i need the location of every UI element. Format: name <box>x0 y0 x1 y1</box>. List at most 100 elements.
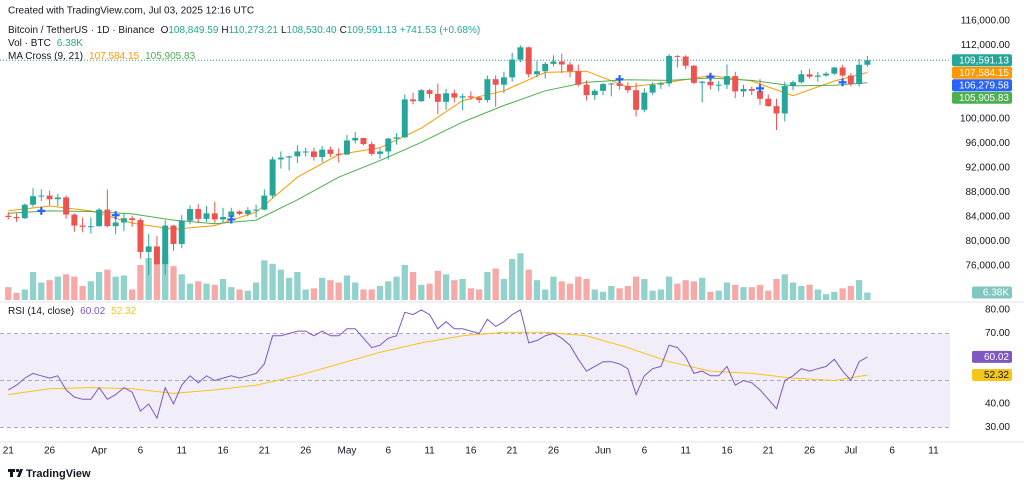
candle-body <box>277 157 284 160</box>
volume-bar <box>756 284 764 300</box>
volume-bar <box>492 268 499 300</box>
candle-body <box>30 196 37 205</box>
volume-bar <box>170 266 177 300</box>
price-badge-label: 109,591.13 <box>959 55 1009 66</box>
ma-cross <box>615 75 624 84</box>
volume-bar <box>831 291 838 300</box>
candle-body <box>96 209 103 227</box>
volume-bar <box>847 285 855 300</box>
volume-bar <box>269 263 276 300</box>
ohlc-letter: C <box>340 25 347 36</box>
volume-bar <box>294 271 301 300</box>
volume-name: Vol · BTC <box>8 38 51 49</box>
y-tick-label: 76,000.00 <box>966 261 1011 272</box>
x-tick-label: Jun <box>595 446 611 457</box>
volume-bar <box>137 264 144 300</box>
volume-bar <box>352 282 359 300</box>
volume-bar <box>360 289 367 300</box>
candle-body <box>434 93 441 102</box>
x-tick-label: 16 <box>217 446 229 457</box>
candle-body <box>781 85 788 114</box>
volume-badge <box>972 286 1012 299</box>
volume-bar <box>542 289 549 300</box>
volume-bar <box>740 287 747 300</box>
candle-body <box>253 209 260 211</box>
volume-bar <box>5 287 12 300</box>
candle-body <box>641 92 648 110</box>
y-tick-label: 100,000.00 <box>960 114 1010 125</box>
volume-bar <box>723 282 731 300</box>
candle-body <box>120 218 127 223</box>
candle-body <box>757 90 763 99</box>
volume-bar <box>236 289 243 300</box>
x-tick-label: 21 <box>763 446 775 457</box>
candle-body <box>459 96 466 98</box>
rsi-tick-label: 40.00 <box>985 399 1010 410</box>
candle-body <box>153 246 160 265</box>
y-tick-label: 96,000.00 <box>966 138 1011 149</box>
candle-body <box>690 65 697 83</box>
candle-body <box>748 88 755 91</box>
volume-bar <box>211 284 218 300</box>
volume-bar <box>153 261 161 300</box>
volume-bar <box>707 291 714 300</box>
volume-bar <box>54 276 61 300</box>
brand-logo <box>8 468 23 477</box>
ma-value: 105,905.83 <box>145 51 195 62</box>
volume-bar <box>21 289 28 300</box>
candle-body <box>674 55 681 57</box>
volume-bar <box>682 280 689 300</box>
y-tick-label: 116,000.00 <box>961 16 1011 27</box>
y-tick-label: 84,000.00 <box>966 212 1011 223</box>
volume-bar <box>608 285 615 300</box>
ma-value: 107,584.15 <box>89 51 139 62</box>
rsi-tick-label: 80.00 <box>985 305 1010 316</box>
volume-bar <box>418 284 425 300</box>
volume-bar <box>814 289 821 300</box>
volume-bar <box>550 276 557 300</box>
candle-body <box>550 61 557 64</box>
volume-bar <box>690 281 698 300</box>
volume-bar <box>732 284 739 300</box>
volume-bar <box>343 275 351 300</box>
x-tick-label: 21 <box>507 446 519 457</box>
volume-bar <box>657 289 665 300</box>
candle-body <box>46 195 53 200</box>
rsi-value: 60.02 <box>80 306 105 317</box>
x-tick-label: 26 <box>300 446 312 457</box>
volume-bar <box>566 283 574 300</box>
candle-body <box>591 90 598 96</box>
volume-bar <box>765 290 772 300</box>
volume-bar <box>87 281 95 300</box>
volume-bar <box>203 283 210 300</box>
volume-bar <box>335 282 342 300</box>
candle-body <box>657 83 664 85</box>
x-tick-label: 6 <box>138 446 144 457</box>
volume-bar <box>434 270 441 300</box>
volume-legend: Vol · BTC 6.38K <box>8 38 83 49</box>
volume-bar <box>591 289 598 300</box>
volume-bar <box>327 280 334 300</box>
volume-bar <box>773 278 780 300</box>
volume-bar <box>839 288 846 300</box>
candle-body <box>310 151 317 157</box>
candle-body <box>187 209 193 221</box>
candle-body <box>137 220 144 252</box>
candle-body <box>170 225 177 244</box>
price-badge <box>952 91 1012 104</box>
volume-bar <box>186 283 194 300</box>
candle-body <box>451 93 458 98</box>
volume-bar <box>806 284 813 300</box>
rsi-badge <box>972 369 1012 382</box>
volume-bar <box>500 278 508 300</box>
candle-body <box>649 84 656 93</box>
volume-bar <box>285 277 293 300</box>
candle-body <box>509 59 516 78</box>
volume-bar <box>864 292 871 300</box>
volume-bar <box>319 277 326 300</box>
x-tick-label: 16 <box>721 446 733 457</box>
volume-bar <box>699 277 706 300</box>
volume-bar <box>798 285 805 300</box>
volume-bar <box>277 269 285 300</box>
candle-body <box>773 106 780 114</box>
